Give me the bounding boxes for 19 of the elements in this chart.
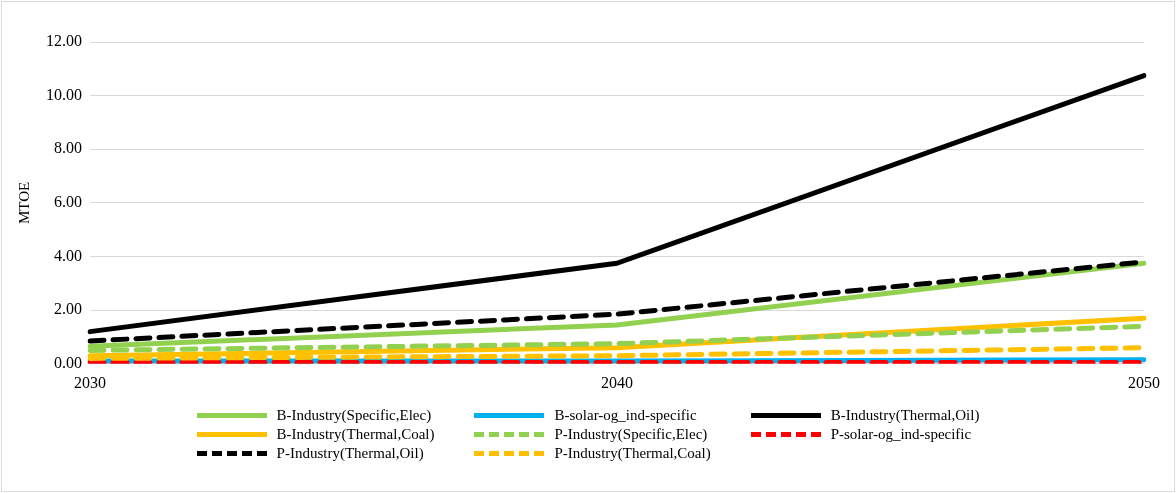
y-tick-label: 10.00 (46, 85, 82, 103)
legend-label: P-solar-og_ind-specific (830, 426, 972, 443)
y-axis-title: MTOE (15, 181, 32, 225)
legend-label: P-Industry(Specific,Elec) (554, 426, 708, 443)
x-tick-label: 2050 (1128, 373, 1160, 391)
legend-label: B-solar-og_ind-specific (554, 407, 697, 424)
y-tick-label: 6.00 (54, 193, 82, 211)
y-tick-label: 0.00 (54, 354, 82, 371)
legend-label: P-Industry(Thermal,Oil) (276, 445, 424, 462)
y-tick-label: 12.00 (46, 32, 82, 50)
y-tick-label: 2.00 (54, 300, 82, 318)
legend-label: B-Industry(Thermal,Coal) (276, 426, 435, 443)
x-tick-label: 2030 (74, 373, 106, 391)
x-tick-label: 2040 (601, 373, 633, 391)
legend-label: B-Industry(Specific,Elec) (276, 407, 432, 424)
legend-label: B-Industry(Thermal,Oil) (830, 407, 980, 424)
y-tick-label: 4.00 (54, 246, 82, 264)
legend-label: P-Industry(Thermal,Coal) (554, 445, 711, 462)
y-tick-label: 8.00 (54, 139, 82, 157)
